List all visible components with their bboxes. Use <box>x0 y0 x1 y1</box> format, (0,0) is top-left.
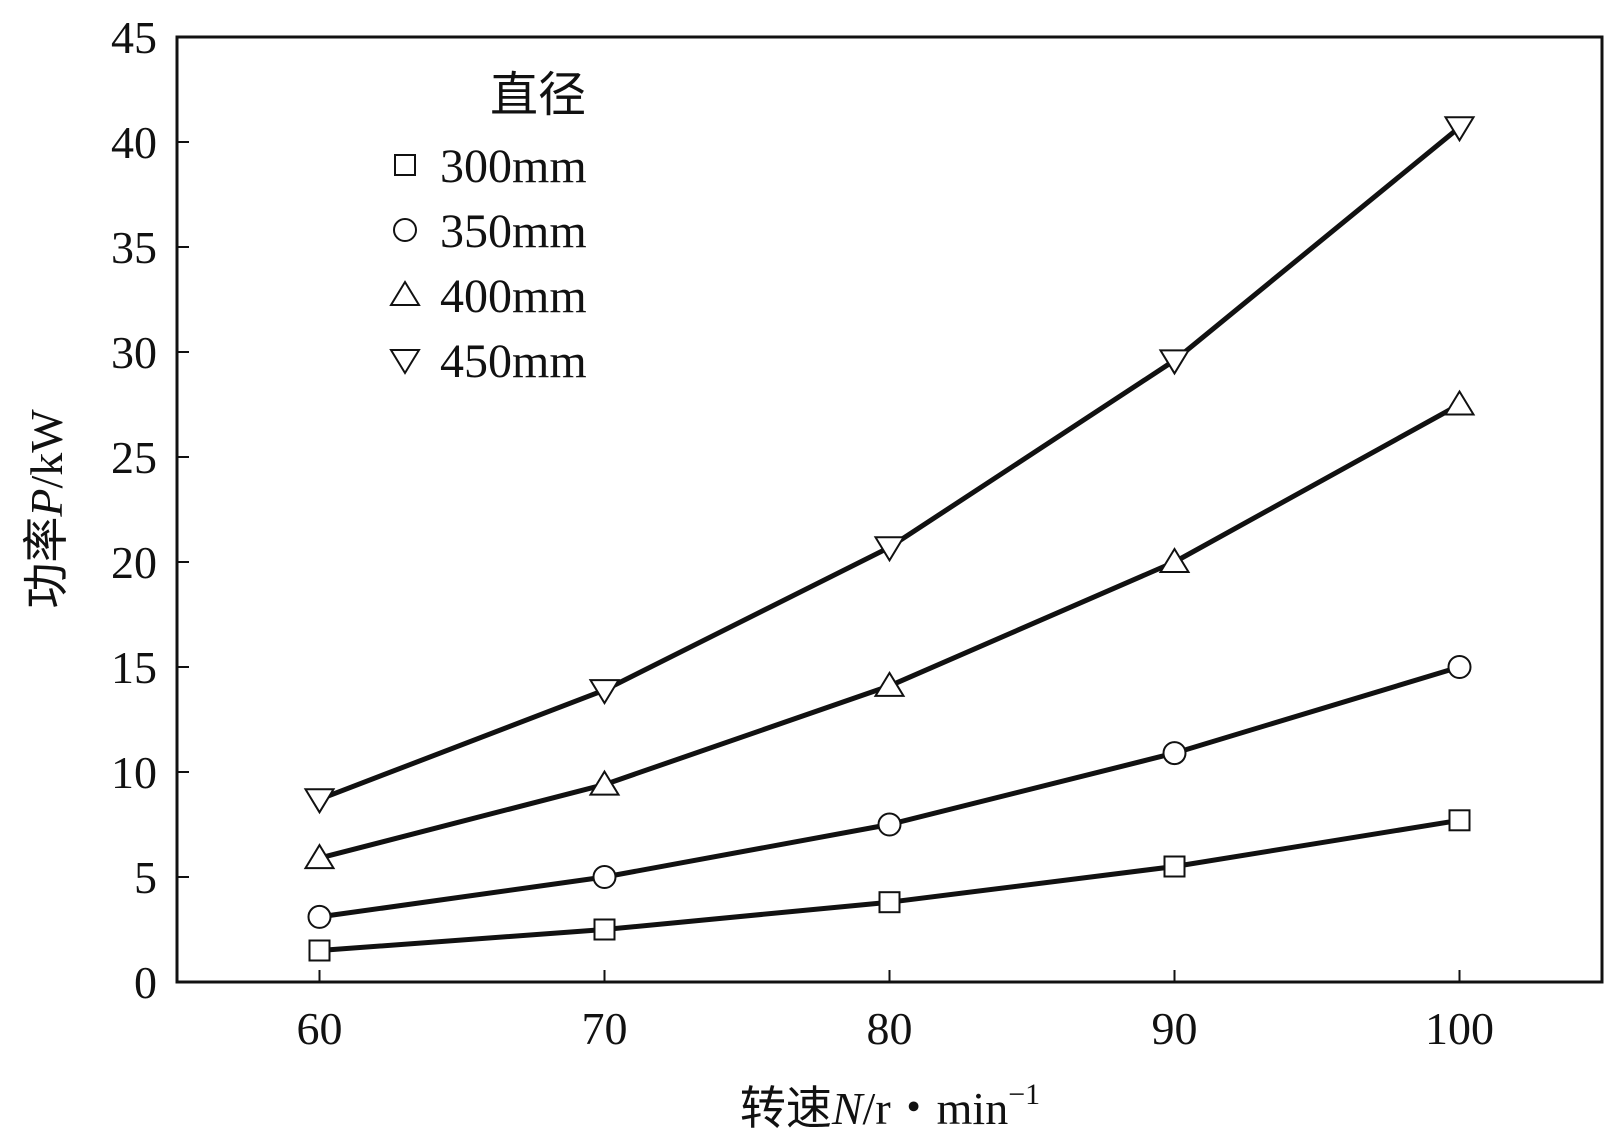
series-300mm <box>308 809 1471 962</box>
series-450mm <box>303 116 1476 815</box>
legend-item-450mm: 450mm <box>389 335 587 388</box>
legend-title: 直径 <box>490 69 586 122</box>
series-400mm <box>303 389 1476 870</box>
y-tick-label-10: 10 <box>111 747 157 798</box>
data-point-450mm-90 <box>1158 349 1191 376</box>
y-tick-label-20: 20 <box>111 537 157 588</box>
legend-label-300mm: 300mm <box>440 140 587 193</box>
x-tick-label-60: 60 <box>297 1003 343 1054</box>
x-axis-title: 转速N/r・min−1 <box>740 1078 1040 1134</box>
x-axis-title-exponent: −1 <box>1008 1078 1040 1111</box>
data-point-400mm-100 <box>1443 389 1476 416</box>
data-point-300mm-90 <box>1163 855 1186 878</box>
data-point-300mm-80 <box>878 891 901 914</box>
legend-item-350mm: 350mm <box>393 205 587 258</box>
legend-marker-450mm <box>389 349 421 375</box>
data-point-450mm-70 <box>588 679 621 706</box>
data-point-350mm-80 <box>877 812 902 837</box>
data-point-350mm-60 <box>307 904 332 929</box>
data-point-450mm-100 <box>1443 116 1476 143</box>
legend-item-300mm: 300mm <box>394 140 587 193</box>
legend-marker-300mm <box>394 154 416 176</box>
legend-item-400mm: 400mm <box>389 270 587 323</box>
data-point-300mm-60 <box>308 939 331 962</box>
data-point-400mm-60 <box>303 843 336 870</box>
y-tick-label-5: 5 <box>134 852 157 903</box>
data-point-350mm-100 <box>1447 655 1472 679</box>
series-line-350mm <box>319 664 1461 920</box>
y-tick-label-45: 45 <box>111 12 157 63</box>
y-tick-label-35: 35 <box>111 222 157 273</box>
data-point-400mm-90 <box>1158 547 1191 573</box>
series-line-400mm <box>318 402 1461 861</box>
y-tick-label-30: 30 <box>111 327 157 378</box>
y-axis-title-prefix: 功率 <box>21 517 72 609</box>
x-tick-label-70: 70 <box>582 1003 628 1054</box>
x-axis-title-unit: /r・min <box>863 1083 1009 1134</box>
data-point-300mm-100 <box>1448 809 1471 832</box>
y-axis-title: 功率P/kW <box>21 409 72 609</box>
x-axis-title-prefix: 转速 <box>740 1083 832 1134</box>
legend-marker-350mm <box>393 218 417 242</box>
x-tick-label-100: 100 <box>1425 1003 1494 1054</box>
legend-label-350mm: 350mm <box>440 205 587 258</box>
x-tick-label-90: 90 <box>1152 1003 1198 1054</box>
y-tick-label-15: 15 <box>111 642 157 693</box>
y-tick-label-0: 0 <box>134 957 157 1008</box>
series-line-300mm <box>319 817 1460 953</box>
x-axis-title-var: N <box>831 1083 865 1134</box>
data-point-450mm-80 <box>873 536 906 563</box>
data-point-400mm-70 <box>588 769 621 796</box>
data-point-450mm-60 <box>303 788 336 815</box>
y-axis-title-var: P <box>21 489 72 518</box>
y-tick-label-25: 25 <box>111 432 157 483</box>
legend-marker-400mm <box>389 280 421 306</box>
y-axis-title-unit: /kW <box>21 409 72 489</box>
data-point-350mm-70 <box>592 865 617 889</box>
ticks-layer: 60 70 80 90 100 0 5 10 15 20 25 30 35 40 45 <box>111 12 1494 1054</box>
series-layer <box>303 116 1476 962</box>
series-350mm <box>307 655 1472 929</box>
legend-label-400mm: 400mm <box>440 270 587 323</box>
plot-frame <box>175 35 1604 984</box>
data-point-300mm-70 <box>593 918 616 941</box>
legend-items: 300mm 350mm 400mm 450mm <box>389 140 587 388</box>
x-tick-label-80: 80 <box>867 1003 913 1054</box>
y-tick-label-40: 40 <box>111 117 157 168</box>
data-point-350mm-90 <box>1162 741 1187 766</box>
data-point-400mm-80 <box>873 670 906 697</box>
legend-label-450mm: 450mm <box>440 335 587 388</box>
legend: 直径 300mm 350mm 400mm 450mm <box>389 69 587 388</box>
